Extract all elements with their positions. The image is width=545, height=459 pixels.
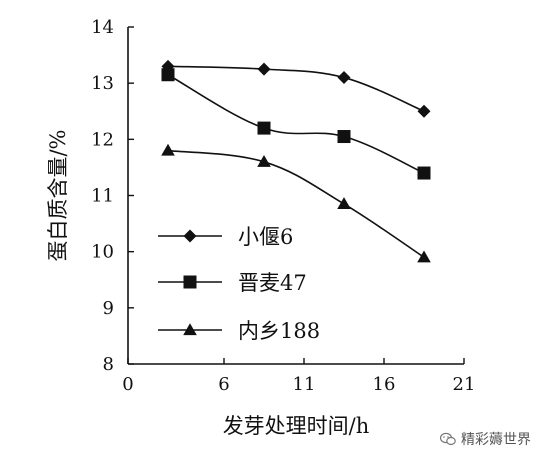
y-tick-label: 8 — [103, 354, 114, 375]
y-tick-label: 9 — [103, 298, 114, 319]
y-axis-label: 蛋白质含量/% — [46, 129, 70, 261]
x-tick-label: 16 — [373, 374, 396, 395]
data-point-series-3 — [417, 250, 431, 263]
y-tick-label: 11 — [91, 186, 114, 207]
legend-label-2: 晋麦47 — [238, 271, 307, 295]
legend-marker-3 — [183, 323, 197, 336]
y-tick-label: 14 — [91, 17, 114, 38]
legend: 小偃6 晋麦47 内乡188 — [158, 225, 320, 343]
y-tick-label: 13 — [91, 73, 114, 94]
data-point-series-2 — [337, 130, 351, 144]
series-line-2 — [167, 74, 425, 174]
wechat-icon — [440, 432, 456, 446]
data-point-series-3 — [337, 197, 351, 210]
legend-label-3: 内乡188 — [238, 319, 320, 343]
series-layer — [161, 59, 431, 263]
legend-marker-1 — [183, 229, 197, 243]
x-tick-label: 0 — [122, 374, 133, 395]
y-tick-label: 12 — [91, 129, 114, 150]
data-point-series-2 — [417, 166, 431, 180]
x-axis-label: 发芽处理时间/h — [223, 414, 370, 438]
x-tick-label: 6 — [218, 374, 229, 395]
data-point-series-2 — [257, 121, 271, 135]
y-tick-label: 10 — [91, 242, 114, 263]
data-point-series-1 — [337, 71, 351, 85]
data-point-series-1 — [257, 62, 271, 76]
x-tick-label: 11 — [293, 374, 316, 395]
data-point-series-3 — [161, 143, 175, 156]
watermark: 精彩薅世界 — [440, 429, 531, 449]
data-point-series-1 — [417, 104, 431, 118]
axes — [127, 27, 464, 365]
x-tick-label: 21 — [453, 374, 476, 395]
legend-marker-2 — [183, 275, 197, 289]
axis-ticks: 8 9 10 11 12 13 14 0 6 11 16 21 — [91, 17, 475, 395]
legend-label-1: 小偃6 — [238, 225, 293, 249]
data-point-series-2 — [161, 68, 175, 82]
watermark-text: 精彩薅世界 — [461, 432, 531, 448]
series-line-1 — [167, 65, 425, 112]
series-line-3 — [167, 149, 425, 258]
data-point-series-3 — [257, 155, 271, 167]
